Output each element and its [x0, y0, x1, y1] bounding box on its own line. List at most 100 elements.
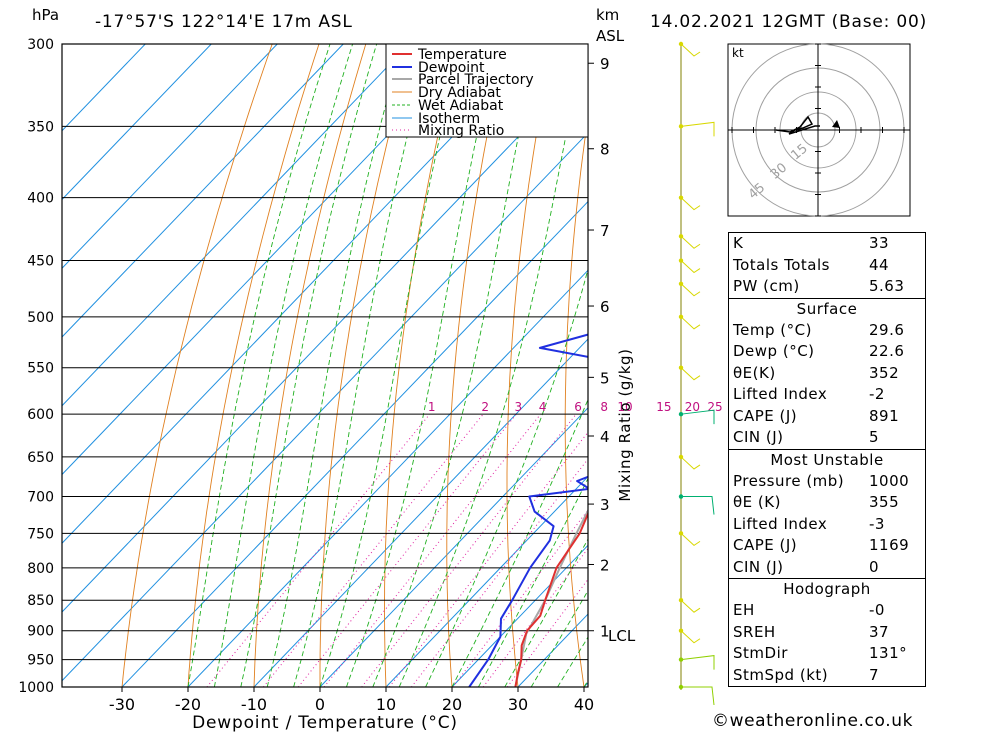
stat-row: Lifted Index -3 — [729, 514, 925, 536]
dry-adiabat-line — [927, 44, 1000, 687]
stat-value: 33 — [869, 234, 890, 252]
km-tick-label: 8 — [600, 141, 610, 159]
stat-label: Totals Totals — [733, 255, 830, 274]
wet-adiabat-line — [398, 44, 585, 687]
wind-barb — [678, 121, 715, 137]
stat-row-k: K 33 — [729, 233, 925, 255]
isotherm-line — [62, 44, 146, 132]
stat-label: θE (K) — [733, 493, 781, 511]
dry-adiabat-line — [564, 113, 588, 687]
mixing-ratio-label: 1 — [428, 400, 436, 414]
location-title: -17°57'S 122°14'E 17m ASL — [95, 12, 353, 32]
wind-barb — [678, 234, 701, 249]
km-unit-label: km — [596, 6, 619, 24]
wet-adiabat-line — [451, 398, 588, 687]
copyright-footer: ©weatheronline.co.uk — [712, 711, 914, 731]
stat-label: SREH — [733, 622, 776, 641]
km-tick-label: 5 — [600, 369, 610, 387]
stat-label: CAPE (J) — [733, 536, 798, 554]
mixing-ratio-axis-title: Mixing Ratio (g/kg) — [616, 348, 634, 501]
stat-value: 1169 — [869, 536, 910, 554]
stat-row: CAPE (J) 891 — [729, 406, 925, 428]
stat-label: CIN (J) — [733, 557, 784, 576]
isotherm-line — [62, 44, 344, 338]
stat-label: Pressure (mb) — [733, 471, 845, 490]
stat-value: -3 — [869, 514, 885, 533]
isotherm-line — [62, 63, 588, 613]
isotherm-line — [62, 44, 278, 269]
wet-adiabat-line — [345, 44, 498, 687]
stat-row: StmDir 131° — [729, 643, 925, 665]
pressure-tick-label: 400 — [27, 191, 54, 207]
wind-barb — [678, 598, 701, 613]
pressure-tick-label: 650 — [27, 450, 54, 466]
km-tick-label: 2 — [600, 556, 610, 574]
asl-unit-label: ASL — [596, 27, 625, 45]
stat-row: θE (K) 355 — [729, 492, 925, 514]
x-tick-label: 20 — [442, 695, 462, 714]
stat-label: Dewp (°C) — [733, 342, 815, 360]
wet-adiabat-line — [504, 538, 588, 687]
wind-barb — [678, 41, 701, 57]
most-unstable-title: Most Unstable — [770, 450, 884, 469]
stat-row: Lifted Index -2 — [729, 384, 925, 406]
isotherm-line — [62, 44, 410, 407]
stat-row: EH -0 — [729, 600, 925, 622]
stat-value: 0 — [869, 557, 880, 576]
legend-wet-adiabat: Wet Adiabat — [418, 98, 504, 114]
wet-adiabat-line — [530, 589, 588, 687]
km-tick-label: 4 — [600, 428, 610, 446]
mixing-ratio-line — [206, 413, 431, 687]
legend-isotherm: Isotherm — [418, 111, 480, 127]
pressure-tick-label: 550 — [27, 361, 54, 377]
dry-adiabat-line — [974, 44, 1000, 687]
hodograph-trace — [775, 115, 820, 135]
stat-value: 1000 — [869, 471, 910, 490]
profile-temperature — [514, 511, 588, 687]
stat-value: 355 — [869, 493, 900, 511]
stats-panel: K 33 Totals Totals 44 PW (cm) 5.63 Surface … — [728, 232, 926, 687]
stat-row: StmSpd (kt) 7 — [729, 665, 925, 687]
storm-motion-marker — [832, 120, 840, 128]
isotherm-line — [385, 475, 588, 687]
pressure-tick-label: 600 — [27, 407, 54, 423]
stat-label: Temp (°C) — [733, 320, 812, 339]
dry-adiabat-line — [253, 44, 367, 687]
stat-row: Pressure (mb) 1000 — [729, 471, 925, 493]
indices-block: K 33 Totals Totals 44 PW (cm) 5.63 — [728, 232, 926, 299]
stat-row: SREH 37 — [729, 622, 925, 644]
wind-barb — [678, 655, 715, 670]
hodograph-stats-block: Hodograph EH -0 SREH 37 StmDir 131° StmSpd … — [728, 578, 926, 687]
stat-row: CIN (J) 0 — [729, 557, 925, 579]
pressure-tick-label: 350 — [27, 119, 54, 135]
surface-title: Surface — [796, 299, 858, 318]
wind-barb — [678, 684, 715, 706]
isotherm-line — [62, 44, 542, 544]
stat-label: EH — [733, 601, 755, 619]
pressure-unit-label: hPa — [32, 6, 59, 24]
mixing-ratio-label: 2 — [481, 400, 489, 414]
stat-row: Dewp (°C) 22.6 — [729, 341, 925, 363]
stat-value: 5.63 — [869, 277, 905, 295]
x-tick-label: 10 — [376, 695, 396, 714]
stat-value: 22.6 — [869, 342, 905, 360]
x-tick-label: -20 — [175, 695, 201, 714]
wind-barb — [678, 365, 701, 381]
lcl-label: LCL — [608, 627, 636, 645]
wind-barb — [678, 494, 715, 515]
stat-row-pw: PW (cm) 5.63 — [729, 276, 925, 298]
wind-barb — [678, 454, 701, 470]
km-tick-label: 7 — [600, 222, 610, 240]
pressure-tick-label: 900 — [27, 624, 54, 640]
stat-value: 37 — [869, 622, 890, 641]
stat-row-totals: Totals Totals 44 — [729, 255, 925, 277]
pressure-tick-label: 500 — [27, 310, 54, 326]
mixing-ratio-line — [323, 413, 541, 687]
mixing-ratio-label: 10 — [617, 400, 632, 414]
stat-row: Temp (°C) 29.6 — [729, 320, 925, 342]
wind-barb — [678, 628, 701, 644]
pressure-tick-label: 800 — [27, 561, 54, 577]
pressure-tick-label: 950 — [27, 653, 54, 669]
profile-dewpoint — [468, 333, 588, 687]
